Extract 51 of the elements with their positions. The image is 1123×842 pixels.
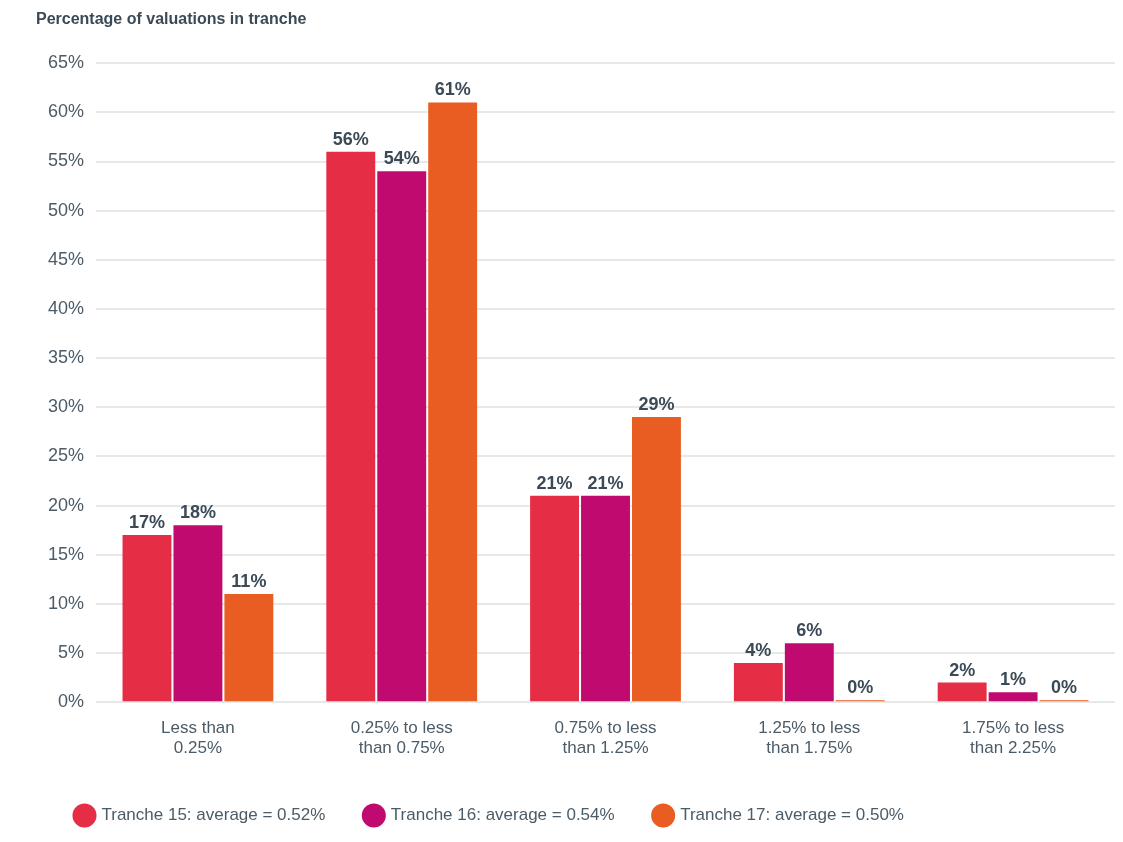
data-label: 21%	[536, 472, 573, 493]
data-label: 4%	[745, 639, 772, 660]
data-label: 56%	[332, 128, 369, 149]
y-tick-label: 65%	[48, 52, 85, 73]
bar	[988, 692, 1038, 702]
bar	[937, 682, 987, 702]
data-label: 11%	[231, 571, 267, 592]
y-tick-label: 40%	[48, 297, 85, 318]
data-label: 0%	[1051, 677, 1078, 698]
y-tick-label: 60%	[48, 101, 85, 122]
data-label: 61%	[434, 79, 471, 100]
y-tick-label: 5%	[58, 642, 85, 663]
bar	[632, 417, 681, 702]
x-tick-label: 1.75% to less than 2.25%	[962, 718, 1065, 758]
x-tick-label: 1.25% to less than 1.75%	[758, 718, 861, 758]
data-label: 21%	[587, 472, 624, 493]
y-tick-label: 0%	[58, 691, 85, 712]
x-tick-label: Less than 0.25%	[161, 718, 235, 758]
data-label: 29%	[638, 394, 675, 415]
y-tick-label: 35%	[48, 347, 85, 368]
bar	[377, 171, 427, 702]
y-tick-label: 20%	[48, 494, 85, 515]
y-tick-label: 30%	[48, 396, 85, 417]
bar	[733, 662, 783, 702]
y-tick-label: 25%	[48, 445, 85, 466]
bar	[428, 102, 478, 702]
data-label: 18%	[179, 502, 216, 523]
legend-label: Tranche 15: average = 0.52%	[101, 805, 326, 825]
bar	[784, 643, 834, 702]
y-tick-label: 55%	[48, 150, 85, 171]
data-label: 0%	[847, 677, 874, 698]
bar	[173, 525, 223, 702]
bar	[326, 151, 376, 702]
legend-label: Tranche 16: average = 0.54%	[390, 805, 615, 825]
legend-label: Tranche 17: average = 0.50%	[680, 805, 904, 825]
x-tick-label: 0.25% to less than 0.75%	[350, 718, 453, 758]
bar	[224, 594, 274, 702]
data-label: 17%	[128, 512, 165, 533]
y-tick-label: 50%	[48, 199, 85, 220]
bar	[122, 535, 172, 702]
data-label: 2%	[949, 659, 976, 680]
bar	[581, 495, 630, 702]
bar	[530, 495, 580, 702]
data-label: 6%	[796, 620, 823, 641]
y-tick-label: 10%	[48, 592, 85, 613]
data-label: 1%	[1000, 669, 1027, 690]
y-axis-title: Percentage of valuations in tranche	[36, 10, 307, 28]
y-tick-label: 45%	[48, 248, 85, 269]
x-tick-label: 0.75% to less than 1.25%	[554, 718, 657, 758]
y-tick-label: 15%	[48, 543, 85, 564]
data-label: 54%	[383, 148, 420, 169]
